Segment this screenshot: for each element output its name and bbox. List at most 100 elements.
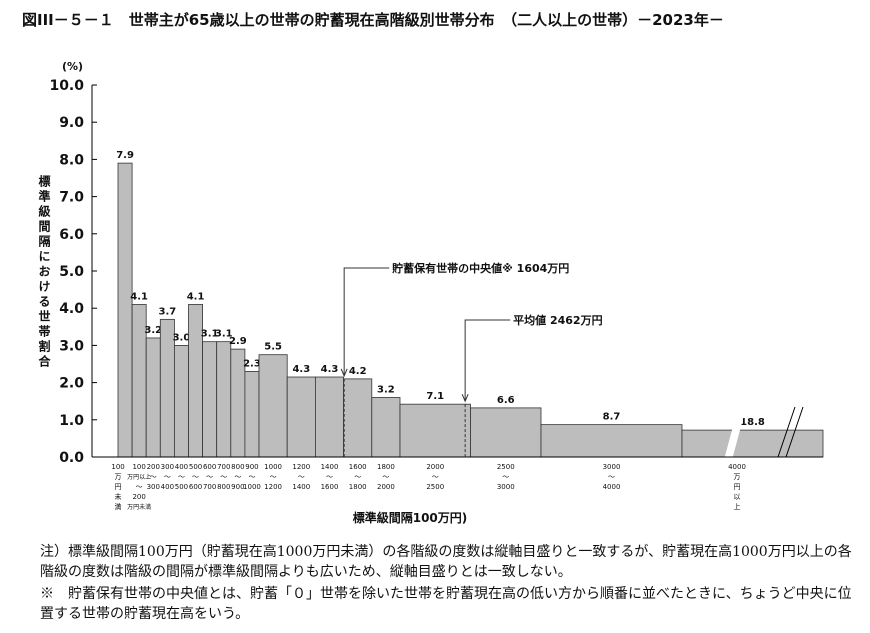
data-label: 4.3: [292, 364, 310, 375]
annotation: 平均値 2462万円: [513, 313, 602, 327]
y-tick-label: 4.0: [59, 301, 84, 317]
y-tick-label: 7.0: [59, 190, 84, 206]
x-tick-label: 1600: [349, 463, 367, 471]
x-tick-label: 900: [245, 463, 258, 471]
x-tick-label: 4000: [728, 463, 746, 471]
bar: [244, 371, 260, 458]
x-tick-label: 万: [115, 473, 122, 481]
x-tick-label: 1200: [292, 463, 310, 471]
data-label: 3.2: [377, 384, 395, 395]
x-tick-label: 満: [115, 503, 122, 511]
chart: 図III－５－１ 世帯主が65歳以上の世帯の貯蓄現在高階級別世帯分布 （二人以上…: [22, 11, 824, 525]
x-tick-label: 600: [203, 463, 216, 471]
annotation-arrow: [461, 319, 511, 403]
y-tick-label: 5.0: [59, 264, 84, 280]
y-axis-label: 標準級間隔における世帯割合: [37, 174, 51, 370]
x-tick-label: ～: [270, 473, 277, 481]
bar: [286, 376, 316, 458]
x-tick-label: 900: [231, 483, 244, 491]
x-tick-label: ～: [248, 473, 255, 481]
x-tick-label: 700: [217, 463, 230, 471]
x-tick-label: ～: [206, 473, 213, 481]
x-tick-label: 800: [231, 463, 244, 471]
x-tick-label: 500: [189, 463, 202, 471]
data-label: 2.3: [243, 358, 261, 369]
x-tick-label: 400: [175, 463, 188, 471]
x-tick-label: ～: [136, 483, 143, 491]
x-tick-label: 1400: [321, 463, 339, 471]
x-tick-label: ～: [326, 473, 333, 481]
x-tick-label: 800: [217, 483, 230, 491]
data-label: 7.1: [426, 391, 444, 402]
data-label: 18.8: [740, 417, 765, 428]
data-label: 3.0: [173, 332, 191, 343]
x-tick-label: 3000: [497, 483, 515, 491]
axis-break: [777, 406, 796, 458]
data-label: 4.1: [187, 291, 205, 302]
x-tick-label: ～: [150, 473, 157, 481]
x-tick-label: 100: [111, 463, 124, 471]
x-tick-label: ～: [432, 473, 439, 481]
x-tick-label: 700: [203, 483, 216, 491]
data-label: 4.3: [321, 364, 339, 375]
x-tick-label: ～: [220, 473, 227, 481]
y-tick-label: 0.0: [59, 450, 84, 466]
x-tick-label: 2500: [497, 463, 515, 471]
x-tick-label: 300: [161, 463, 174, 471]
note: ※ 貯蓄保有世帯の中央値とは、貯蓄「０」世帯を除いた世帯を貯蓄現在高の低い方から…: [40, 586, 852, 622]
x-tick-label: 3000: [603, 463, 621, 471]
x-tick-label: 未: [115, 492, 122, 501]
x-tick-label: 1400: [292, 483, 310, 491]
y-tick-label: 3.0: [59, 338, 84, 354]
x-tick-label: 1000: [243, 483, 261, 491]
x-tick-label: 以: [734, 493, 741, 501]
x-tick-label: 200: [147, 463, 160, 471]
bar: [371, 397, 401, 458]
y-tick-label: 1.0: [59, 413, 84, 429]
x-tick-label: ～: [502, 473, 509, 481]
x-tick-label: 万円未満: [127, 503, 151, 511]
x-tick-label: 2000: [426, 463, 444, 471]
y-tick-label: 2.0: [59, 376, 84, 392]
bar: [343, 378, 373, 458]
bar: [216, 341, 232, 458]
x-tick-label: 600: [189, 483, 202, 491]
annotation-arrow: [340, 267, 390, 378]
y-tick-label: 8.0: [59, 152, 84, 168]
bar: [188, 304, 203, 458]
bar: [470, 407, 542, 458]
x-tick-label: ～: [298, 473, 305, 481]
data-label: 3.1: [215, 329, 233, 340]
x-tick-label: 万円以上: [127, 473, 151, 481]
bar: [314, 376, 344, 458]
x-tick-label: 2000: [377, 483, 395, 491]
bar: [173, 344, 189, 458]
data-label: 4.2: [349, 366, 367, 377]
x-tick-label: 上: [734, 502, 741, 511]
data-label: 3.7: [158, 306, 176, 317]
axis-break: [785, 406, 804, 458]
data-label: 7.9: [116, 150, 134, 161]
chart-title: 図III－５－１ 世帯主が65歳以上の世帯の貯蓄現在高階級別世帯分布 （二人以上…: [22, 11, 724, 29]
data-label: 3.2: [144, 325, 162, 336]
x-tick-label: 1600: [321, 483, 339, 491]
x-tick-label: 200: [132, 493, 145, 501]
bar: [681, 429, 824, 458]
x-tick-label: 2500: [426, 483, 444, 491]
x-tick-label: 400: [161, 483, 174, 491]
bar: [399, 403, 471, 458]
data-label: 6.6: [497, 395, 515, 406]
x-tick-label: 4000: [603, 483, 621, 491]
x-tick-label: 1200: [264, 483, 282, 491]
x-tick-label: ～: [178, 473, 185, 481]
x-axis-label: 標準級間隔100万円): [353, 510, 468, 525]
data-label: 4.1: [130, 291, 148, 302]
data-label: 8.7: [603, 412, 621, 423]
y-tick-label: 9.0: [59, 115, 84, 131]
annotation: 貯蓄保有世帯の中央値※ 1604万円: [392, 261, 569, 275]
x-tick-label: ～: [164, 473, 171, 481]
x-tick-label: ～: [192, 473, 199, 481]
data-label: 3.1: [201, 329, 219, 340]
x-tick-label: 万: [734, 473, 741, 481]
data-label: 2.9: [229, 336, 247, 347]
